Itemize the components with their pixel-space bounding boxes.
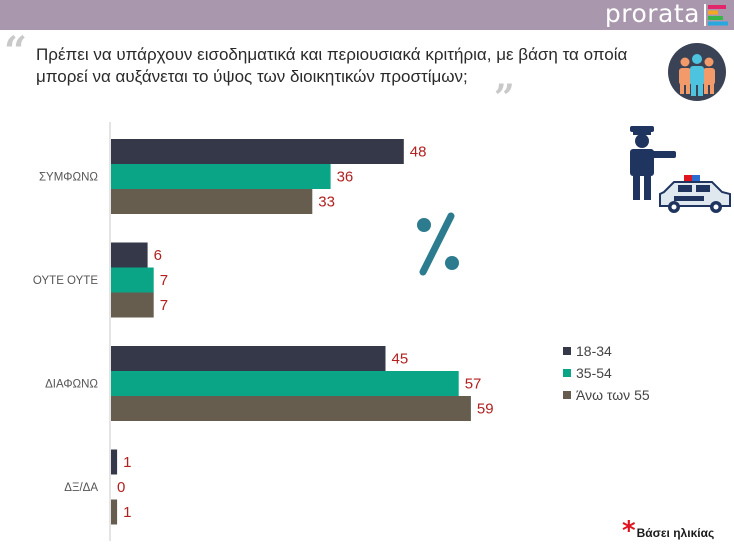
bar bbox=[111, 267, 154, 293]
bar bbox=[111, 371, 459, 396]
bar bbox=[111, 396, 471, 421]
police-car-icon bbox=[659, 175, 731, 213]
category-label: ΣΥΜΦΩΝΩ bbox=[39, 172, 98, 184]
brand-mark-icon bbox=[704, 4, 728, 26]
value-label: 59 bbox=[477, 401, 494, 418]
legend-label: Άνω των 55 bbox=[576, 387, 650, 403]
category-label: ΔΙΑΦΩΝΩ bbox=[45, 379, 98, 391]
bar bbox=[111, 242, 148, 268]
value-label: 1 bbox=[123, 504, 131, 521]
legend-swatch bbox=[563, 347, 571, 355]
legend-swatch bbox=[563, 391, 571, 399]
bar bbox=[111, 139, 404, 164]
value-label: 6 bbox=[154, 247, 162, 264]
question-line-1: Πρέπει να υπάρχουν εισοδηματικά και περι… bbox=[36, 45, 628, 64]
legend: 18-34 35-54 Άνω των 55 bbox=[563, 340, 650, 406]
quote-close-icon: ” bbox=[494, 77, 515, 119]
value-label: 45 bbox=[392, 351, 409, 368]
category-label: ΔΞ/ΔΑ bbox=[64, 482, 98, 494]
value-label: 1 bbox=[123, 454, 131, 471]
bar bbox=[111, 449, 118, 475]
brand-logo: prorata bbox=[604, 0, 700, 28]
quote-open-icon: “ bbox=[4, 28, 28, 75]
header-bar: prorata bbox=[0, 0, 734, 30]
footnote: * Βάσει ηλικίας bbox=[622, 513, 715, 546]
value-label: 0 bbox=[117, 479, 125, 496]
value-label: 7 bbox=[160, 297, 168, 314]
legend-label: 35-54 bbox=[576, 365, 612, 381]
footnote-text: Βάσει ηλικίας bbox=[636, 526, 715, 540]
question-line-2: μπορεί να αυξάνεται το ύψος των διοικητι… bbox=[36, 67, 468, 86]
asterisk-icon: * bbox=[622, 516, 636, 546]
percent-icon bbox=[417, 212, 459, 276]
legend-item: 18-34 bbox=[563, 340, 650, 362]
value-label: 57 bbox=[465, 376, 482, 393]
value-label: 33 bbox=[318, 194, 335, 211]
bar bbox=[111, 346, 386, 371]
bar bbox=[111, 499, 118, 525]
people-group-icon bbox=[668, 43, 726, 101]
legend-swatch bbox=[563, 369, 571, 377]
bar bbox=[111, 292, 154, 318]
bar bbox=[111, 164, 331, 189]
legend-item: 35-54 bbox=[563, 362, 650, 384]
police-officer-icon bbox=[630, 126, 731, 213]
value-label: 7 bbox=[160, 272, 168, 289]
legend-label: 18-34 bbox=[576, 343, 612, 359]
category-label: ΟΥΤΕ ΟΥΤΕ bbox=[33, 275, 98, 287]
bar bbox=[111, 189, 313, 214]
question-text: Πρέπει να υπάρχουν εισοδηματικά και περι… bbox=[36, 44, 666, 88]
legend-item: Άνω των 55 bbox=[563, 384, 650, 406]
value-label: 36 bbox=[337, 169, 354, 186]
value-label: 48 bbox=[410, 144, 427, 161]
